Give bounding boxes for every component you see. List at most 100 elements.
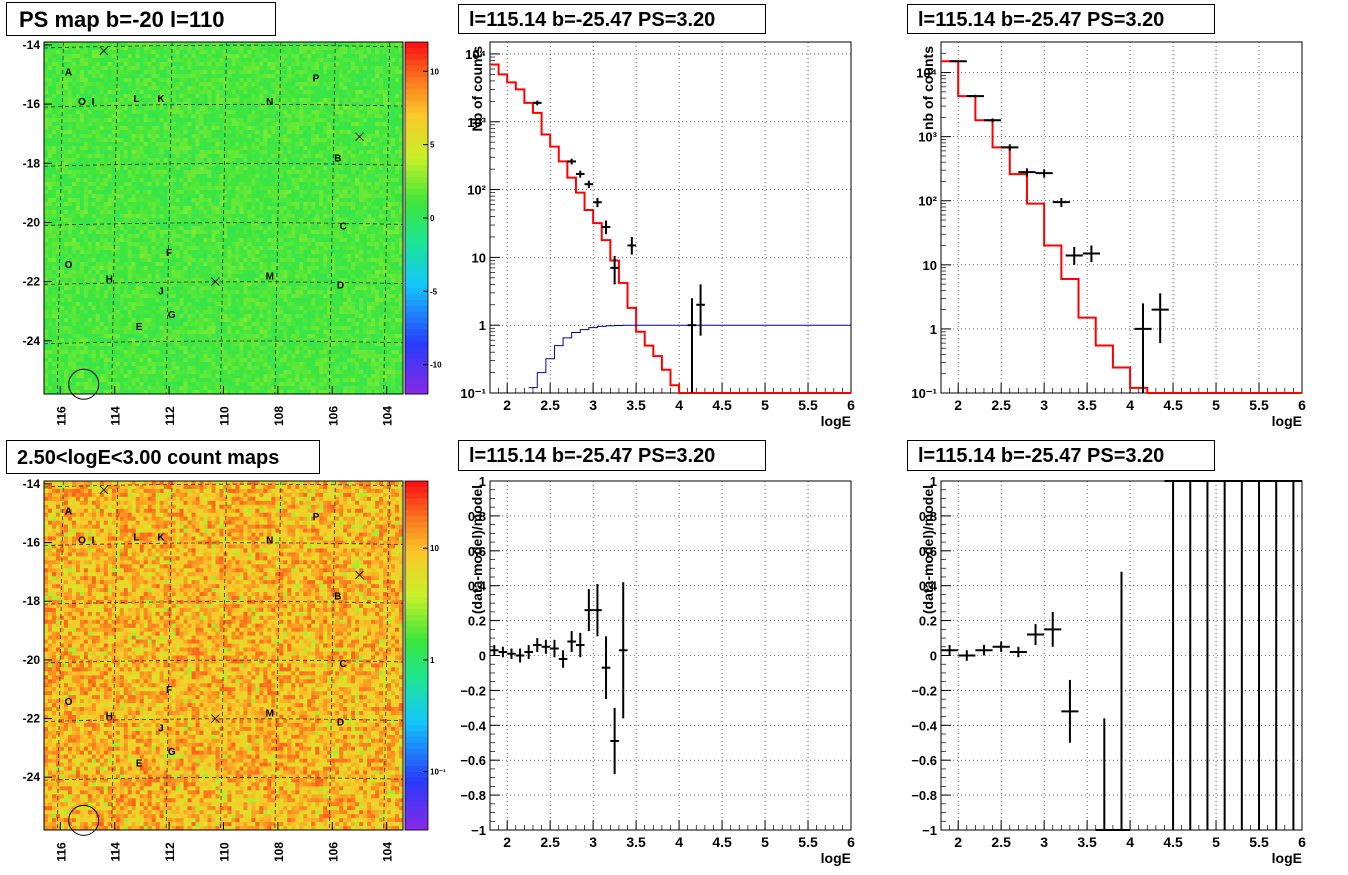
heatmap-cell — [171, 154, 176, 159]
heatmap-cell — [71, 322, 77, 327]
heatmap-cell — [183, 202, 188, 207]
heatmap-cell — [107, 246, 113, 251]
heatmap-cell — [111, 162, 117, 167]
heatmap-cell — [47, 358, 53, 363]
heatmap-cell — [67, 202, 73, 207]
heatmap-cell — [71, 314, 77, 319]
heatmap-cell — [255, 374, 260, 379]
heatmap-cell — [235, 222, 240, 227]
heatmap-cell — [51, 390, 57, 395]
heatmap-cell — [51, 334, 57, 339]
heatmap-cell — [87, 374, 93, 379]
heatmap-cell — [83, 362, 89, 367]
heatmap-cell — [255, 122, 260, 127]
heatmap-cell — [44, 230, 49, 235]
heatmap-cell — [79, 50, 85, 55]
heatmap-cell — [131, 194, 137, 199]
heatmap-cell — [79, 118, 85, 123]
heatmap-cell — [179, 218, 184, 223]
heatmap-cell — [119, 70, 125, 75]
heatmap-cell — [107, 126, 113, 131]
heatmap-cell — [55, 102, 61, 107]
heatmap-cell — [235, 286, 240, 291]
heatmap-cell — [195, 326, 200, 331]
heatmap-cell — [91, 198, 97, 203]
heatmap-cell — [51, 270, 57, 275]
heatmap-cell — [139, 146, 145, 151]
heatmap-cell — [87, 342, 93, 347]
heatmap-cell — [235, 94, 240, 99]
heatmap-cell — [207, 390, 212, 395]
heatmap-cell — [263, 246, 268, 251]
heatmap-cell — [123, 246, 129, 251]
heatmap-cell — [44, 330, 49, 335]
heatmap-cell — [51, 274, 57, 279]
heatmap-cell — [95, 134, 101, 139]
heatmap-cell — [119, 130, 125, 135]
heatmap-cell — [91, 210, 97, 215]
heatmap-cell — [143, 222, 149, 227]
heatmap-cell — [227, 362, 232, 367]
heatmap-cell — [59, 298, 65, 303]
heatmap-cell — [211, 210, 216, 215]
heatmap-cell — [255, 234, 260, 239]
heatmap-cell — [175, 190, 180, 195]
heatmap-cell — [171, 230, 176, 235]
heatmap-cell — [199, 386, 204, 391]
heatmap-cell — [51, 94, 57, 99]
heatmap-cell — [167, 70, 172, 75]
heatmap-cell — [243, 286, 248, 291]
heatmap-cell — [107, 346, 113, 351]
heatmap-cell — [239, 138, 244, 143]
heatmap-cell — [207, 326, 212, 331]
heatmap-cell — [171, 194, 176, 199]
heatmap-cell — [87, 390, 93, 395]
heatmap-cell — [259, 286, 264, 291]
heatmap-cell — [135, 346, 141, 351]
heatmap-cell — [99, 134, 105, 139]
heatmap-cell — [103, 142, 109, 147]
heatmap-cell — [235, 326, 240, 331]
heatmap-cell — [83, 330, 89, 335]
heatmap-cell — [215, 338, 220, 343]
heatmap-cell — [87, 158, 93, 163]
heatmap-cell — [235, 382, 240, 387]
heatmap-cell — [119, 230, 125, 235]
heatmap-cell — [211, 130, 216, 135]
heatmap-cell — [187, 354, 192, 359]
heatmap-cell — [135, 146, 141, 151]
heatmap-cell — [55, 242, 61, 247]
heatmap-cell — [179, 362, 184, 367]
heatmap-cell — [111, 254, 117, 259]
heatmap-cell — [255, 74, 260, 79]
heatmap-cell — [63, 138, 69, 143]
heatmap-cell — [243, 390, 248, 395]
heatmap-cell — [187, 298, 192, 303]
heatmap-cell — [139, 326, 145, 331]
heatmap-cell — [207, 294, 212, 299]
heatmap-cell — [231, 202, 236, 207]
heatmap-cell — [123, 174, 129, 179]
heatmap-cell — [71, 214, 77, 219]
heatmap-cell — [83, 166, 89, 171]
heatmap-cell — [207, 246, 212, 251]
heatmap-cell — [179, 114, 184, 119]
heatmap-cell — [51, 222, 57, 227]
heatmap-cell — [251, 170, 256, 175]
heatmap-cell — [223, 126, 228, 131]
heatmap-cell — [231, 298, 236, 303]
heatmap-cell — [207, 266, 212, 271]
heatmap-cell — [239, 290, 244, 295]
heatmap-cell — [44, 70, 49, 75]
heatmap-cell — [91, 310, 97, 315]
heatmap-cell — [175, 342, 180, 347]
heatmap-cell — [239, 178, 244, 183]
heatmap-cell — [203, 318, 208, 323]
heatmap-cell — [227, 306, 232, 311]
heatmap-cell — [191, 70, 196, 75]
heatmap-cell — [255, 354, 260, 359]
heatmap-cell — [211, 258, 216, 263]
heatmap-cell — [247, 378, 252, 383]
heatmap-cell — [179, 306, 184, 311]
heatmap-cell — [239, 214, 244, 219]
